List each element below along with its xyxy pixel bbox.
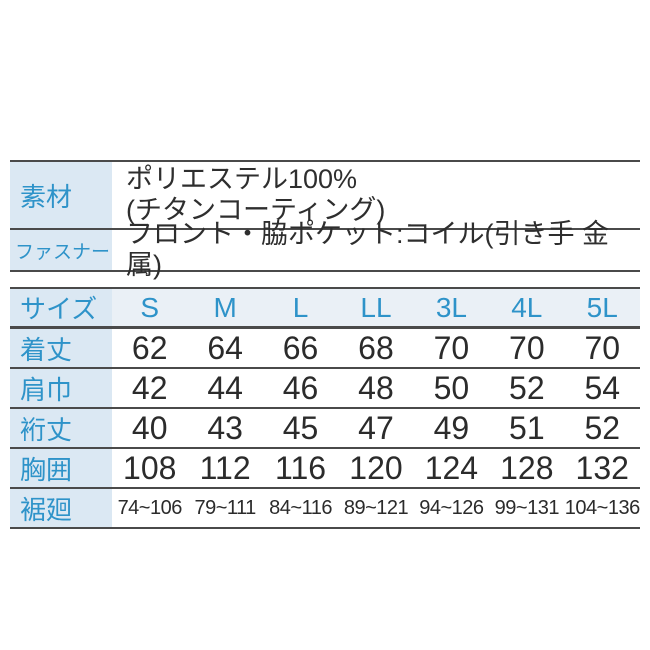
cell-value: 120 [349,449,403,486]
size-col-ll: LL [360,291,392,323]
cell-value: 51 [509,409,545,446]
material-value-line2: (チタンコーティング) [126,195,386,225]
cell-value: 46 [282,369,319,406]
cell-value: 52 [584,409,621,446]
cell-value: 84~116 [269,496,332,519]
size-col-m: M [213,291,237,323]
cell-value: 52 [509,369,545,406]
cell-value: 128 [500,449,554,486]
table-row-shoulder-width: 肩巾 42 44 46 48 50 52 54 [10,369,640,409]
cell-value: 50 [433,369,470,406]
row-label-shoulder-width: 肩巾 [10,369,112,407]
table-row-body-length: 着丈 62 64 66 68 70 70 70 [10,329,640,369]
cell-value: 64 [207,329,243,366]
row-label-chest: 胸囲 [10,449,112,487]
cell-value: 68 [358,329,394,366]
cell-value: 42 [131,369,168,406]
cell-value: 104~136 [564,496,640,519]
cell-value: 94~126 [419,496,484,519]
cell-value: 108 [123,449,177,486]
row-label-sleeve-length: 裄丈 [10,409,112,447]
table-row-chest: 胸囲 108 112 116 120 124 128 132 [10,449,640,489]
size-col-3l: 3L [435,291,467,323]
cell-value: 54 [584,369,621,406]
cell-value: 89~121 [343,496,409,519]
cell-value: 74~106 [117,496,183,519]
cell-value: 48 [358,369,394,406]
cell-value: 44 [207,369,243,406]
material-spec-table: 素材 ポリエステル100% (チタンコーティング) ファスナー フロント・脇ポケ… [10,160,640,280]
cell-value: 43 [207,409,243,446]
spec-row-material: 素材 ポリエステル100% (チタンコーティング) [10,162,640,230]
cell-value: 70 [509,329,545,366]
cell-value: 62 [131,329,168,366]
fastener-value: フロント・脇ポケット:コイル(引き手 金属) [112,219,640,280]
size-col-s: S [140,291,160,323]
material-value: ポリエステル100% (チタンコーティング) [112,162,385,228]
size-header-row: サイズ S M L LL 3L 4L 5L [10,289,640,329]
material-row-label: 素材 [10,162,112,228]
size-col-5l: 5L [586,291,618,323]
cell-value: 132 [575,449,629,486]
cell-value: 99~131 [494,496,560,519]
material-value-line1: ポリエステル100% [126,164,358,194]
row-label-hem: 裾廻 [10,489,112,527]
cell-value: 70 [433,329,470,366]
row-label-body-length: 着丈 [10,329,112,367]
cell-value: 116 [275,449,327,486]
cell-value: 79~111 [194,496,256,519]
size-chart-table: サイズ S M L LL 3L 4L 5L 着丈 62 64 66 68 70 … [10,287,640,529]
size-header-label: サイズ [10,289,112,326]
table-row-hem: 裾廻 74~106 79~111 84~116 89~121 94~126 99… [10,489,640,529]
cell-value: 40 [131,409,168,446]
cell-value: 47 [358,409,394,446]
fastener-value-line1: フロント・脇ポケット:コイル(引き手 金属) [126,219,609,280]
fastener-row-label: ファスナー [10,230,112,270]
cell-value: 70 [584,329,621,366]
size-col-l: L [292,291,309,323]
cell-value: 66 [282,329,319,366]
cell-value: 112 [199,449,251,486]
table-row-sleeve-length: 裄丈 40 43 45 47 49 51 52 [10,409,640,449]
cell-value: 49 [433,409,470,446]
spec-row-fastener: ファスナー フロント・脇ポケット:コイル(引き手 金属) [10,219,640,280]
cell-value: 45 [282,409,319,446]
cell-value: 124 [424,449,479,486]
size-col-4l: 4L [511,291,543,323]
